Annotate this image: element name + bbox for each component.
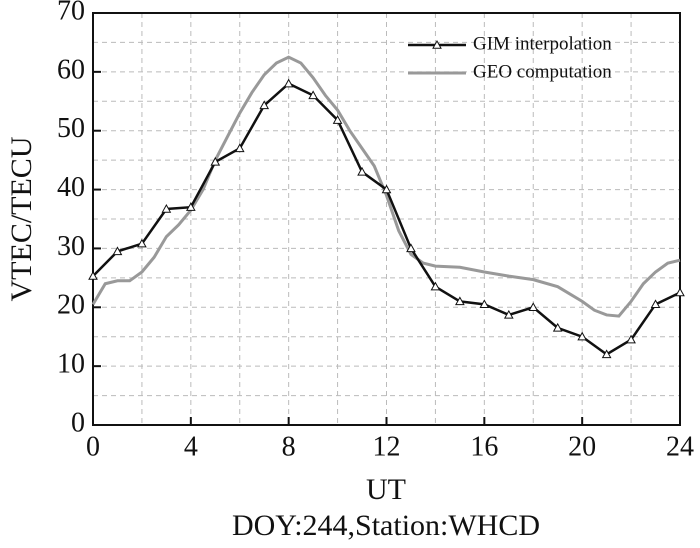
x-tick-label: 16 xyxy=(470,431,498,462)
data-point xyxy=(675,287,685,297)
data-point xyxy=(406,243,416,253)
y-tick-label: 50 xyxy=(57,113,85,144)
legend-marker xyxy=(432,39,442,49)
legend-label: GIM interpolation xyxy=(473,33,612,54)
y-tick-label: 10 xyxy=(57,349,85,380)
data-point xyxy=(650,299,661,309)
data-point xyxy=(112,246,123,256)
data-point xyxy=(479,299,490,309)
x-tick-label: 8 xyxy=(282,431,296,462)
x-tick-label: 24 xyxy=(666,431,694,462)
y-tick-label: 70 xyxy=(57,0,85,26)
data-point xyxy=(185,202,196,211)
data-point xyxy=(552,322,563,332)
data-point xyxy=(430,281,441,291)
data-point xyxy=(308,90,318,100)
y-tick-label: 30 xyxy=(57,231,85,262)
x-tick-label: 0 xyxy=(86,431,100,462)
y-tick-label: 60 xyxy=(57,54,85,85)
y-axis-label: VTEC/TECU xyxy=(5,136,38,301)
data-point xyxy=(503,309,514,319)
legend-label: GEO computation xyxy=(473,61,612,82)
data-point xyxy=(259,100,270,110)
x-tick-label: 12 xyxy=(373,431,401,462)
data-point xyxy=(626,334,636,344)
y-tick-label: 40 xyxy=(57,172,85,203)
data-point xyxy=(332,115,343,124)
data-point xyxy=(528,302,539,311)
series-line xyxy=(91,55,681,318)
data-point xyxy=(455,296,465,306)
data-point xyxy=(357,166,367,176)
y-tick-label: 0 xyxy=(71,407,85,438)
data-point xyxy=(381,184,392,194)
data-point xyxy=(88,271,98,280)
data-point xyxy=(210,156,221,166)
chart-subtitle: DOY:244,Station:WHCD xyxy=(232,509,540,542)
y-tick-label: 20 xyxy=(57,290,85,321)
data-point xyxy=(577,331,588,341)
data-point xyxy=(161,203,172,213)
x-tick-label: 20 xyxy=(568,431,596,462)
data-point xyxy=(283,78,294,88)
data-point xyxy=(234,143,245,153)
x-axis-label: UT xyxy=(366,473,406,506)
data-point xyxy=(137,238,147,248)
plot-frame xyxy=(92,12,681,426)
x-tick-label: 4 xyxy=(184,431,198,462)
data-point xyxy=(601,349,612,359)
